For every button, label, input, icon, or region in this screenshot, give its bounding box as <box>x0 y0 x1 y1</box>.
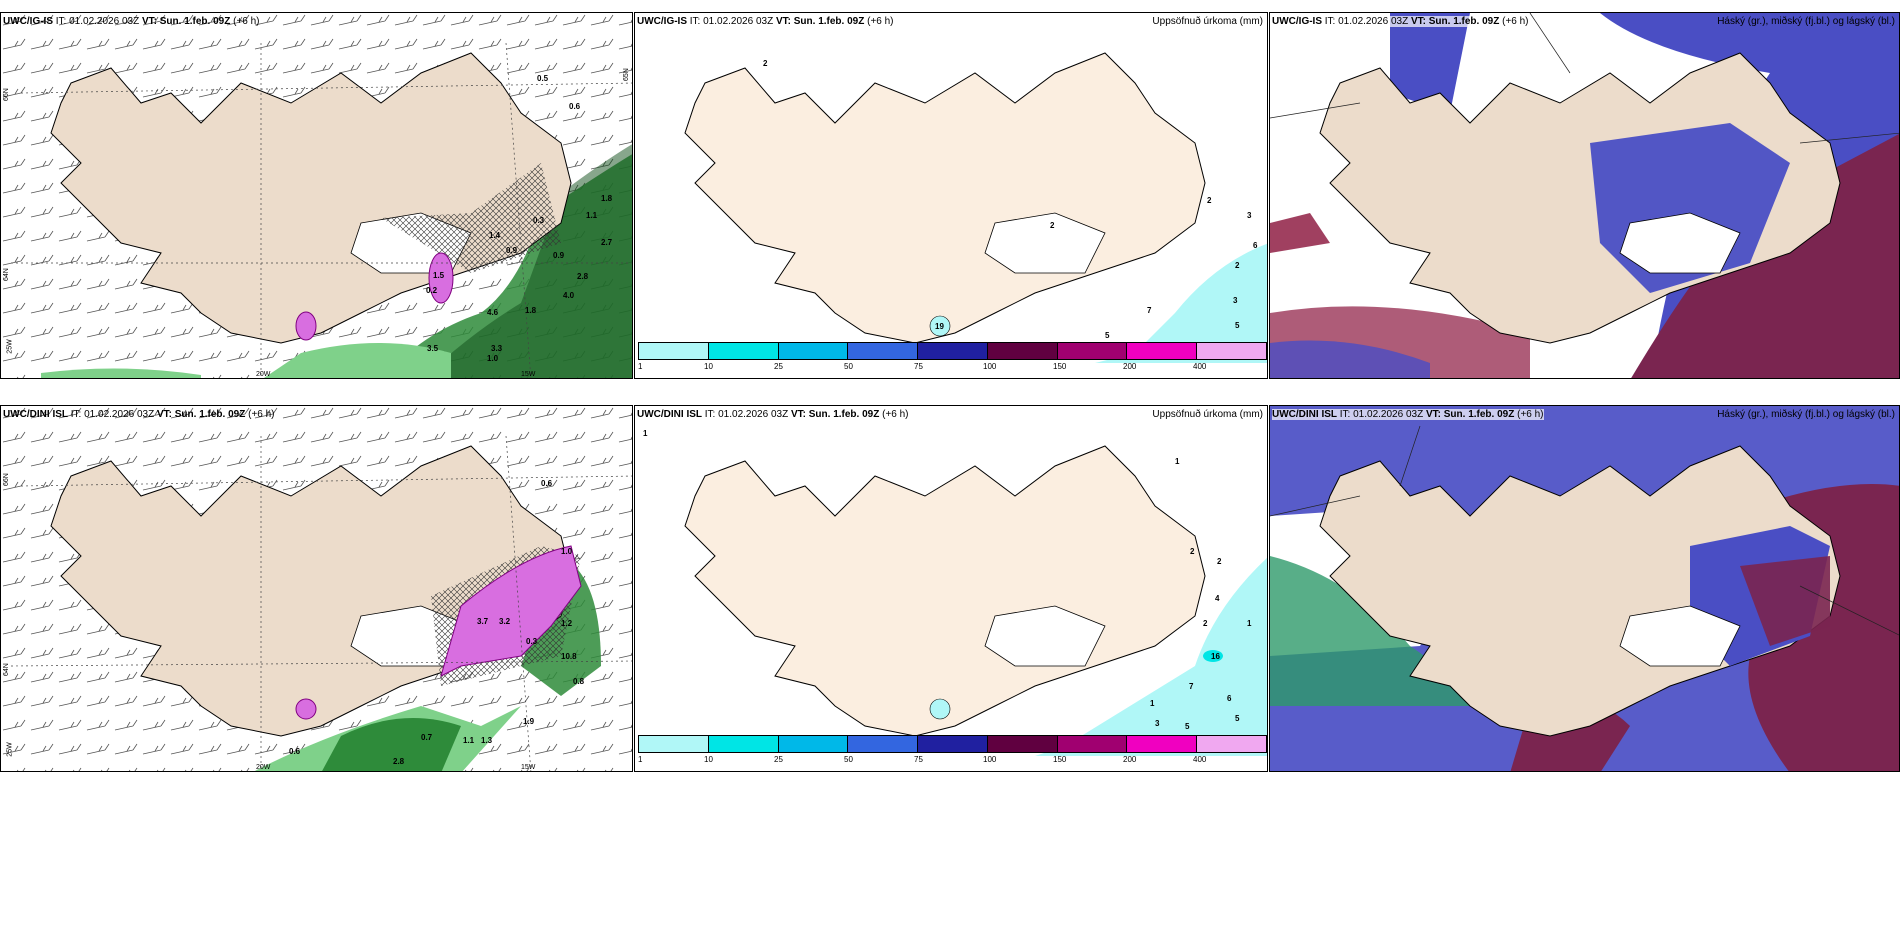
colorbar <box>638 735 1267 753</box>
wind-precip-panel-dini: UWC/DINI ISL IT: 01.02.2026 03Z VT: Sun.… <box>0 405 633 772</box>
wind-label: 10.8 <box>561 652 577 661</box>
precip-label: 19 <box>935 322 944 331</box>
iceland-precip-map: 2 2 3 6 2 3 5 2 7 5 5 1 19 <box>684 52 1267 363</box>
wind-precip-panel-ig: UWC/IG-IS IT: 01.02.2026 03Z VT: Sun. 1.… <box>0 12 633 379</box>
wind-label: 2.8 <box>393 757 405 766</box>
wind-label: 1.3 <box>481 736 493 745</box>
wind-label: 1.8 <box>525 306 537 315</box>
wind-label: 3.2 <box>499 617 511 626</box>
precip-label: 3 <box>1233 296 1238 305</box>
lon-label: 20W <box>256 371 271 378</box>
precip-label: 1 <box>1150 699 1155 708</box>
panel-header: UWC/IG-IS IT: 01.02.2026 03Z VT: Sun. 1.… <box>1272 16 1529 27</box>
wind-label: 1.2 <box>561 619 573 628</box>
precip-label: 7 <box>1147 306 1152 315</box>
panel-title: Háský (gr.), miðský (fj.bl.) og lágský (… <box>1717 409 1895 420</box>
wind-label: 0.6 <box>289 747 301 756</box>
panel-header: UWC/IG-IS IT: 01.02.2026 03Z VT: Sun. 1.… <box>637 16 894 27</box>
accum-precip-panel-dini: UWC/DINI ISL IT: 01.02.2026 03Z VT: Sun.… <box>634 405 1268 772</box>
wind-label: 1.0 <box>561 547 573 556</box>
lon-label: 20W <box>256 764 271 771</box>
iceland-cloud-map <box>1270 406 1899 771</box>
precip-label: 2 <box>1217 557 1222 566</box>
wind-label: 0.6 <box>569 102 581 111</box>
precip-label: 1 <box>1175 457 1180 466</box>
lon-label: 15W <box>521 764 536 771</box>
cloud-cover-panel-ig: UWC/IG-IS IT: 01.02.2026 03Z VT: Sun. 1.… <box>1269 12 1900 379</box>
iceland-landmass <box>684 52 1206 344</box>
precip-label: 5 <box>1185 722 1190 731</box>
cloud-cover-panel-dini: UWC/DINI ISL IT: 01.02.2026 03Z VT: Sun.… <box>1269 405 1900 772</box>
lon-label: 25W <box>6 339 14 354</box>
precip-label: 3 <box>1247 211 1252 220</box>
precip-label: 2 <box>1050 221 1055 230</box>
precip-label: 2 <box>1235 261 1240 270</box>
iceland-cloud-map <box>1270 13 1899 378</box>
lat-label: 64N <box>3 268 10 281</box>
panel-header: UWC/DINI ISL IT: 01.02.2026 03Z VT: Sun.… <box>637 409 909 420</box>
precip-label: 16 <box>1211 652 1220 661</box>
precip-label: 7 <box>1189 682 1194 691</box>
wind-label: 3.5 <box>427 344 439 353</box>
lat-label: 65N <box>623 68 630 81</box>
precip-label: 2 <box>1190 547 1195 556</box>
wind-label: 1.5 <box>433 271 445 280</box>
wind-label: 2.7 <box>601 238 613 247</box>
wind-label: 0.5 <box>537 74 549 83</box>
precip-label: 2 <box>763 59 768 68</box>
iceland-wind-map: 0.5 0.6 1.8 1.1 0.3 2.7 1.4 0.9 0.9 2.8 … <box>1 13 632 378</box>
precip-label: 6 <box>1253 241 1258 250</box>
panel-header: UWC/DINI ISL IT: 01.02.2026 03Z VT: Sun.… <box>3 409 275 420</box>
precip-label: 5 <box>1235 321 1240 330</box>
wind-label: 4.0 <box>563 291 575 300</box>
colorbar-ticks: 1 10 25 50 75 100 150 200 400 <box>638 362 1207 371</box>
wind-label: 3.7 <box>477 617 489 626</box>
panel-header: UWC/IG-IS IT: 01.02.2026 03Z VT: Sun. 1.… <box>3 16 260 27</box>
colorbar-ticks: 1 10 25 50 75 100 150 200 400 <box>638 755 1207 764</box>
wind-label: 4.6 <box>487 308 499 317</box>
wind-label: 1.0 <box>487 354 499 363</box>
panel-title: Uppsöfnuð úrkoma (mm) <box>1152 409 1263 420</box>
iceland-landmass <box>684 445 1206 737</box>
wind-label: 0.3 <box>533 216 545 225</box>
iceland-precip-map: 1 1 2 2 4 2 16 7 6 5 1 3 2 3 5 1 <box>643 429 1267 756</box>
precip-label: 2 <box>1207 196 1212 205</box>
wind-label: 1.4 <box>489 231 501 240</box>
precip-label: 4 <box>1215 594 1220 603</box>
wind-label: 0.7 <box>421 733 433 742</box>
wind-label: 0.2 <box>426 286 438 295</box>
wind-label: 1.9 <box>523 717 535 726</box>
colorbar <box>638 342 1267 360</box>
wind-label: 3.3 <box>491 344 503 353</box>
lon-label: 25W <box>6 742 14 757</box>
wind-label: 0.9 <box>553 251 565 260</box>
wind-label: 1.8 <box>601 194 613 203</box>
lon-label: 15W <box>521 371 536 378</box>
panel-title: Uppsöfnuð úrkoma (mm) <box>1152 16 1263 27</box>
precip-label: 2 <box>1203 619 1208 628</box>
precip-label: 3 <box>1155 719 1160 728</box>
wind-label: 1.1 <box>586 211 598 220</box>
wind-label: 0.3 <box>526 637 538 646</box>
wind-label: 0.6 <box>541 479 553 488</box>
lat-label: 66N <box>3 88 10 101</box>
lat-label: 64N <box>3 663 10 676</box>
wind-label: 1.1 <box>463 736 475 745</box>
accum-precip-panel-ig: UWC/IG-IS IT: 01.02.2026 03Z VT: Sun. 1.… <box>634 12 1268 379</box>
precip-label: 5 <box>1235 714 1240 723</box>
iceland-wind-map: 0.6 1.0 1.2 0.3 10.8 0.8 1.9 0.7 1.1 1.3… <box>1 406 632 771</box>
lat-label: 66N <box>3 473 10 486</box>
wind-label: 0.9 <box>506 246 518 255</box>
panel-header: UWC/DINI ISL IT: 01.02.2026 03Z VT: Sun.… <box>1272 409 1544 420</box>
precip-label: 1 <box>1247 619 1252 628</box>
precip-label: 5 <box>1105 331 1110 340</box>
precip-label: 6 <box>1227 694 1232 703</box>
wind-label: 0.8 <box>573 677 585 686</box>
precip-label: 1 <box>643 429 648 438</box>
panel-title: Háský (gr.), miðský (fj.bl.) og lágský (… <box>1717 16 1895 27</box>
wind-label: 2.8 <box>577 272 589 281</box>
